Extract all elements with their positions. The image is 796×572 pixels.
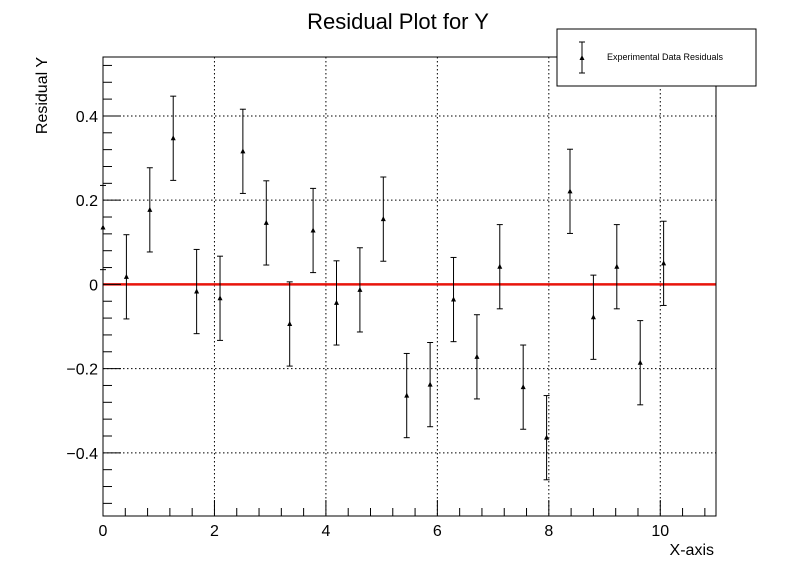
triangle-marker	[474, 353, 480, 359]
data-point	[333, 260, 340, 346]
triangle-marker	[240, 148, 246, 154]
data-point	[310, 187, 317, 274]
data-point	[286, 281, 293, 367]
triangle-marker	[614, 263, 620, 269]
plot-frame	[102, 56, 717, 517]
triangle-marker	[217, 295, 223, 301]
triangle-marker	[357, 286, 363, 292]
data-point	[170, 95, 177, 181]
y-tick-label: −0.2	[66, 362, 98, 379]
triangle-marker	[310, 227, 316, 233]
triangle-marker	[404, 392, 410, 398]
triangle-marker	[637, 359, 643, 365]
legend-box	[556, 28, 757, 87]
chart-title: Residual Plot for Y	[307, 9, 489, 34]
triangle-marker	[544, 434, 550, 440]
x-tick-label: 10	[651, 523, 669, 540]
data-point	[543, 395, 550, 481]
triangle-marker	[194, 288, 200, 294]
y-tick-label: 0.4	[76, 109, 98, 126]
data-point	[660, 220, 667, 306]
x-tick-label: 2	[210, 523, 219, 540]
data-point	[146, 167, 153, 253]
x-tick-label: 6	[433, 523, 442, 540]
data-point	[637, 320, 644, 406]
triangle-marker	[427, 381, 433, 387]
x-axis-ticks: 0 2 4 6 8 10	[99, 500, 706, 540]
triangle-marker	[287, 320, 293, 326]
y-axis-title: Residual Y	[34, 57, 51, 134]
x-axis-title: X-axis	[670, 542, 714, 559]
triangle-marker	[333, 299, 339, 305]
legend: Experimental Data Residuals	[556, 28, 757, 87]
data-point	[263, 180, 270, 266]
x-tick-label: 0	[99, 523, 108, 540]
triangle-marker	[451, 296, 457, 302]
legend-entry-label: Experimental Data Residuals	[607, 52, 724, 62]
y-axis-ticks: −0.4 −0.2 0 0.2 0.4	[66, 64, 121, 504]
y-tick-label: 0.2	[76, 193, 98, 210]
data-point	[403, 352, 410, 439]
data-point	[193, 248, 200, 335]
triangle-marker	[263, 219, 269, 225]
triangle-marker	[567, 188, 573, 194]
triangle-marker	[380, 216, 386, 222]
data-point	[613, 224, 620, 310]
grid-lines	[103, 57, 716, 516]
y-tick-label: −0.4	[66, 446, 98, 463]
data-point	[380, 176, 387, 262]
triangle-marker	[497, 263, 503, 269]
data-point	[217, 255, 224, 341]
triangle-marker	[147, 206, 153, 212]
data-point	[590, 274, 597, 360]
x-tick-label: 8	[544, 523, 553, 540]
triangle-marker	[661, 260, 667, 266]
triangle-marker	[170, 135, 176, 141]
legend-marker-triangle-icon	[579, 55, 585, 60]
triangle-marker	[123, 273, 129, 279]
data-point	[123, 234, 130, 320]
data-point	[496, 224, 503, 310]
data-point	[239, 108, 246, 194]
triangle-marker	[590, 314, 596, 320]
data-point	[473, 314, 480, 400]
data-point	[566, 148, 573, 234]
data-point	[520, 344, 527, 430]
x-tick-label: 4	[321, 523, 330, 540]
data-point	[356, 247, 363, 333]
data-points	[100, 95, 667, 481]
data-point	[427, 342, 434, 428]
triangle-marker	[520, 384, 526, 390]
data-point	[450, 256, 457, 343]
y-tick-label: 0	[89, 277, 98, 294]
